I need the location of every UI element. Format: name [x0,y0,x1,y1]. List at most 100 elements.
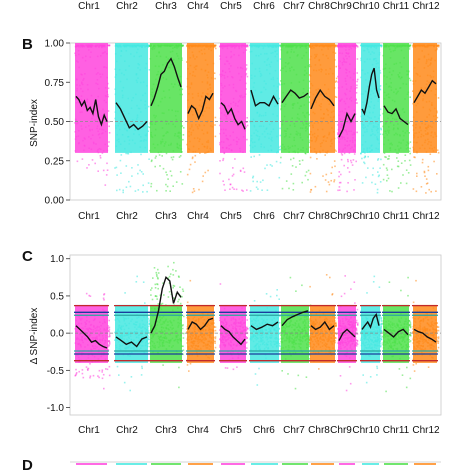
chromosome-points-chr4 [186,279,217,372]
snp-point [338,171,341,173]
snp-point [108,342,111,344]
snp-point [427,165,430,168]
x-tick-label: Chr1 [78,211,100,222]
snp-point [280,156,282,159]
snp-point [186,173,189,176]
snp-point [156,276,159,279]
panel-a-x-tick-label: Chr9 [330,1,352,12]
snp-point [356,58,359,60]
snp-point [162,282,164,284]
snp-point [89,363,91,365]
snp-point [246,138,248,141]
snp-point [105,368,107,370]
snp-point [379,44,382,47]
snp-point [154,287,157,289]
snp-point [278,327,280,330]
snp-point [148,325,150,328]
snp-point [310,188,313,191]
snp-point [236,366,238,368]
snp-point [397,152,399,154]
snp-point [246,319,248,321]
snp-point [148,319,150,321]
snp-point [363,156,366,159]
snp-point [408,150,411,152]
snp-point [354,179,356,181]
snp-point [171,158,174,161]
snp-point [402,174,404,176]
snp-point [147,332,150,334]
plot-frame [69,254,442,416]
snp-point [172,284,175,287]
snp-point [280,44,282,47]
snp-point [246,44,249,47]
snp-point [385,167,388,169]
snp-point [172,274,175,276]
panel-a-x-tick-label: Chr4 [187,1,209,12]
y-tick-label: 0.00 [45,196,65,207]
snp-point [98,369,101,372]
snp-point [387,177,390,180]
snp-point [275,160,278,163]
snp-point [147,105,150,108]
snp-point [250,156,252,158]
snp-point [298,160,301,162]
snp-point [437,44,440,47]
snp-point [120,154,123,156]
snp-point [155,155,157,158]
snp-point [214,124,216,126]
x-tick-label: Chr4 [187,211,209,222]
snp-point [304,152,307,154]
panel-a-x-tick-label: Chr2 [116,1,138,12]
snp-point [279,127,281,130]
snp-point [308,343,310,346]
snp-point [408,48,411,50]
snp-point [157,277,159,280]
panel-b-letter: B [22,36,33,53]
snp-point [428,188,430,191]
snp-point [379,72,382,74]
snp-point [226,367,229,369]
snp-point [374,183,377,185]
snp-point [98,376,100,379]
snp-point [367,167,369,169]
snp-point [356,46,359,48]
snp-point [118,188,121,191]
snp-point [341,154,344,156]
snp-point [246,124,249,127]
snp-point [152,277,154,279]
snp-point [234,158,236,160]
y-tick-label: 0.5 [50,291,64,302]
snp-point [88,164,90,166]
snp-point [170,174,173,177]
snp-point [141,367,143,370]
snp-point [155,273,158,276]
snp-point [429,153,432,155]
snp-point [279,84,281,86]
snp-point [120,172,122,174]
snp-point [219,45,221,48]
snp-point [278,44,281,47]
snp-point [116,365,119,368]
snp-point [106,169,109,171]
snp-point [222,157,225,160]
snp-point [163,294,165,296]
snp-point [213,340,216,343]
snp-point [178,156,181,158]
snp-point [178,386,180,389]
snp-point [213,45,215,48]
snp-point [142,191,144,193]
snp-point [292,189,295,191]
snp-point [246,327,249,330]
snp-point [324,154,326,156]
snp-point [173,261,175,264]
snp-point [156,275,158,277]
snp-point [219,160,221,162]
snp-point [269,164,272,166]
snp-point [246,337,248,339]
snp-point [122,191,124,194]
snp-point [423,170,426,173]
x-tick-label: Chr9 [330,211,352,222]
x-tick-label: Chr6 [253,211,275,222]
snp-point [78,370,80,373]
